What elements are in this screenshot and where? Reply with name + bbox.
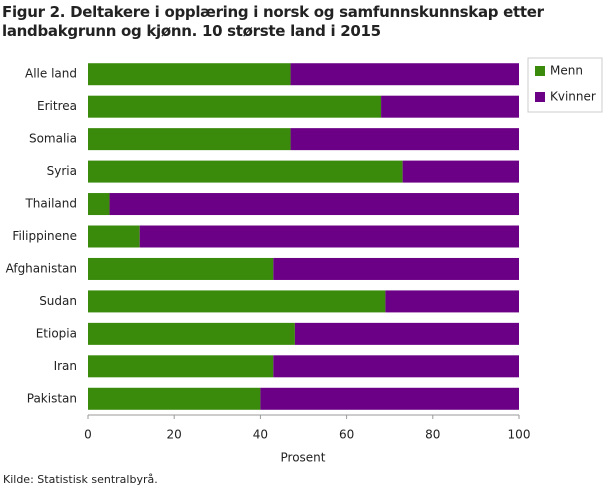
bar [88,128,291,151]
y-tick-label: Pakistan [27,391,77,405]
bar [88,290,386,313]
y-tick-label: Thailand [24,197,77,211]
x-tick-label: 100 [508,428,531,442]
x-tick-label: 40 [253,428,268,442]
bar [290,128,519,151]
legend-box [527,57,603,113]
bar [88,322,295,345]
bar [385,290,519,313]
bar [294,322,519,345]
bar [88,63,291,86]
x-tick-label: 0 [84,428,92,442]
bar [402,160,519,183]
bar [88,257,274,280]
legend-swatch [535,92,545,102]
chart-title: Figur 2. Deltakere i opplæring i norsk o… [2,3,544,40]
legend-label: Kvinner [550,90,596,104]
bar [88,225,140,248]
legend-label: Menn [550,64,583,78]
y-tick-label: Etiopia [36,326,77,340]
x-axis-title: Prosent [281,451,326,465]
y-tick-label: Syria [47,164,77,178]
bar [290,63,519,86]
y-tick-label: Iran [54,359,77,373]
y-tick-label: Afghanistan [6,261,77,275]
bar [88,95,382,118]
x-tick-label: 60 [339,428,354,442]
y-tick-label: Sudan [39,294,77,308]
bar [381,95,519,118]
bar [139,225,519,248]
y-tick-label: Filippinene [12,229,77,243]
legend-swatch [535,66,545,76]
bar [260,387,519,410]
y-tick-label: Eritrea [37,99,77,113]
bar [273,257,519,280]
bar [88,355,274,378]
x-tick-label: 20 [167,428,182,442]
source: Kilde: Statistisk sentralbyrå. [3,473,158,486]
x-tick-label: 80 [425,428,440,442]
bar [88,193,110,216]
bar [88,387,261,410]
bar [88,160,403,183]
bar [109,193,520,216]
y-tick-label: Somalia [29,132,77,146]
bar [273,355,519,378]
y-tick-label: Alle land [25,67,77,81]
